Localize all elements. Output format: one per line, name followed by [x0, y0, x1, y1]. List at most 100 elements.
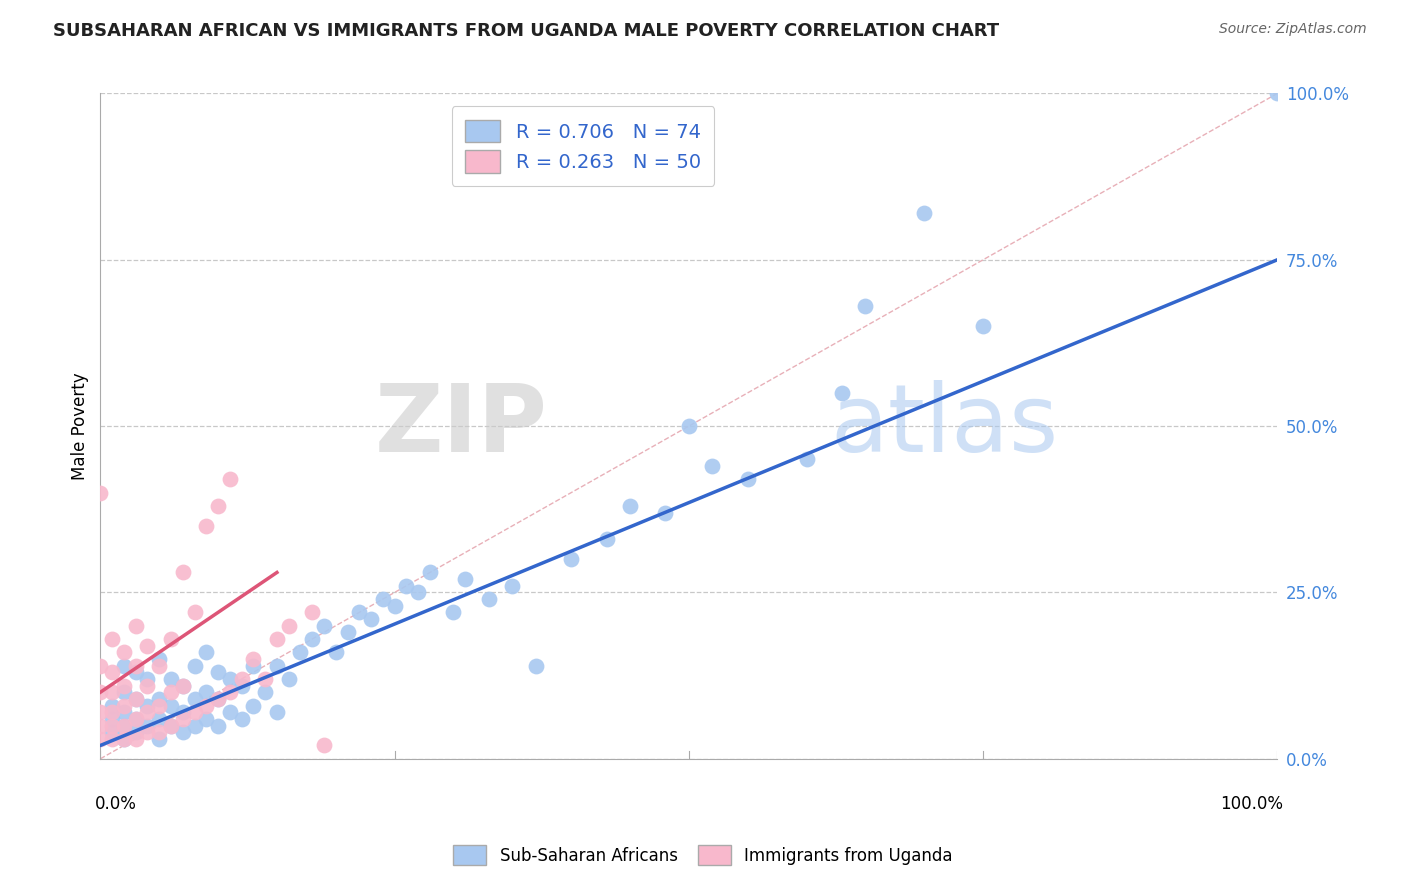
Point: [360, 612, 382, 626]
Point: [183, 705, 205, 719]
Point: [160, 718, 183, 732]
Point: [242, 652, 264, 666]
Point: [478, 592, 501, 607]
Point: [112, 731, 135, 746]
Text: 100.0%: 100.0%: [1220, 796, 1284, 814]
Point: [183, 606, 205, 620]
Point: [172, 712, 194, 726]
Point: [266, 632, 288, 646]
Point: [101, 665, 124, 680]
Point: [501, 579, 523, 593]
Point: [972, 319, 994, 334]
Point: [207, 499, 229, 513]
Point: [136, 679, 159, 693]
Point: [124, 725, 146, 739]
Point: [419, 566, 441, 580]
Point: [124, 618, 146, 632]
Point: [89, 685, 111, 699]
Point: [172, 725, 194, 739]
Point: [101, 632, 124, 646]
Point: [112, 705, 135, 719]
Point: [124, 731, 146, 746]
Point: [218, 685, 240, 699]
Point: [266, 705, 288, 719]
Point: [231, 712, 253, 726]
Point: [136, 705, 159, 719]
Point: [654, 506, 676, 520]
Point: [619, 499, 641, 513]
Point: [290, 645, 312, 659]
Point: [124, 692, 146, 706]
Point: [301, 606, 323, 620]
Point: [266, 658, 288, 673]
Point: [395, 579, 418, 593]
Point: [218, 472, 240, 486]
Point: [560, 552, 582, 566]
Point: [172, 566, 194, 580]
Point: [349, 606, 371, 620]
Point: [148, 698, 170, 713]
Point: [101, 718, 124, 732]
Point: [112, 658, 135, 673]
Point: [254, 672, 277, 686]
Text: SUBSAHARAN AFRICAN VS IMMIGRANTS FROM UGANDA MALE POVERTY CORRELATION CHART: SUBSAHARAN AFRICAN VS IMMIGRANTS FROM UG…: [53, 22, 1000, 40]
Text: 0.0%: 0.0%: [94, 796, 136, 814]
Text: Source: ZipAtlas.com: Source: ZipAtlas.com: [1219, 22, 1367, 37]
Point: [831, 385, 853, 400]
Point: [195, 685, 218, 699]
Point: [148, 692, 170, 706]
Point: [101, 705, 124, 719]
Point: [112, 685, 135, 699]
Point: [148, 712, 170, 726]
Point: [195, 712, 218, 726]
Point: [124, 665, 146, 680]
Point: [218, 705, 240, 719]
Point: [148, 652, 170, 666]
Point: [254, 685, 277, 699]
Point: [218, 672, 240, 686]
Point: [443, 606, 465, 620]
Point: [231, 672, 253, 686]
Point: [183, 718, 205, 732]
Point: [148, 725, 170, 739]
Point: [172, 679, 194, 693]
Point: [312, 739, 335, 753]
Point: [301, 632, 323, 646]
Point: [855, 299, 877, 313]
Point: [136, 639, 159, 653]
Point: [371, 592, 394, 607]
Point: [148, 658, 170, 673]
Point: [148, 731, 170, 746]
Point: [112, 718, 135, 732]
Point: [124, 712, 146, 726]
Point: [101, 725, 124, 739]
Point: [160, 685, 183, 699]
Y-axis label: Male Poverty: Male Poverty: [72, 372, 89, 480]
Point: [124, 692, 146, 706]
Point: [124, 658, 146, 673]
Point: [277, 672, 299, 686]
Point: [454, 572, 477, 586]
Point: [112, 731, 135, 746]
Point: [89, 658, 111, 673]
Point: [312, 618, 335, 632]
Point: [89, 485, 111, 500]
Point: [195, 698, 218, 713]
Point: [912, 206, 935, 220]
Point: [384, 599, 406, 613]
Point: [160, 698, 183, 713]
Point: [242, 658, 264, 673]
Point: [172, 679, 194, 693]
Point: [101, 731, 124, 746]
Point: [1267, 87, 1289, 101]
Point: [124, 712, 146, 726]
Point: [231, 679, 253, 693]
Point: [207, 665, 229, 680]
Point: [595, 532, 617, 546]
Point: [195, 645, 218, 659]
Point: [678, 419, 700, 434]
Point: [183, 658, 205, 673]
Point: [136, 725, 159, 739]
Point: [101, 698, 124, 713]
Legend: Sub-Saharan Africans, Immigrants from Uganda: Sub-Saharan Africans, Immigrants from Ug…: [444, 837, 962, 873]
